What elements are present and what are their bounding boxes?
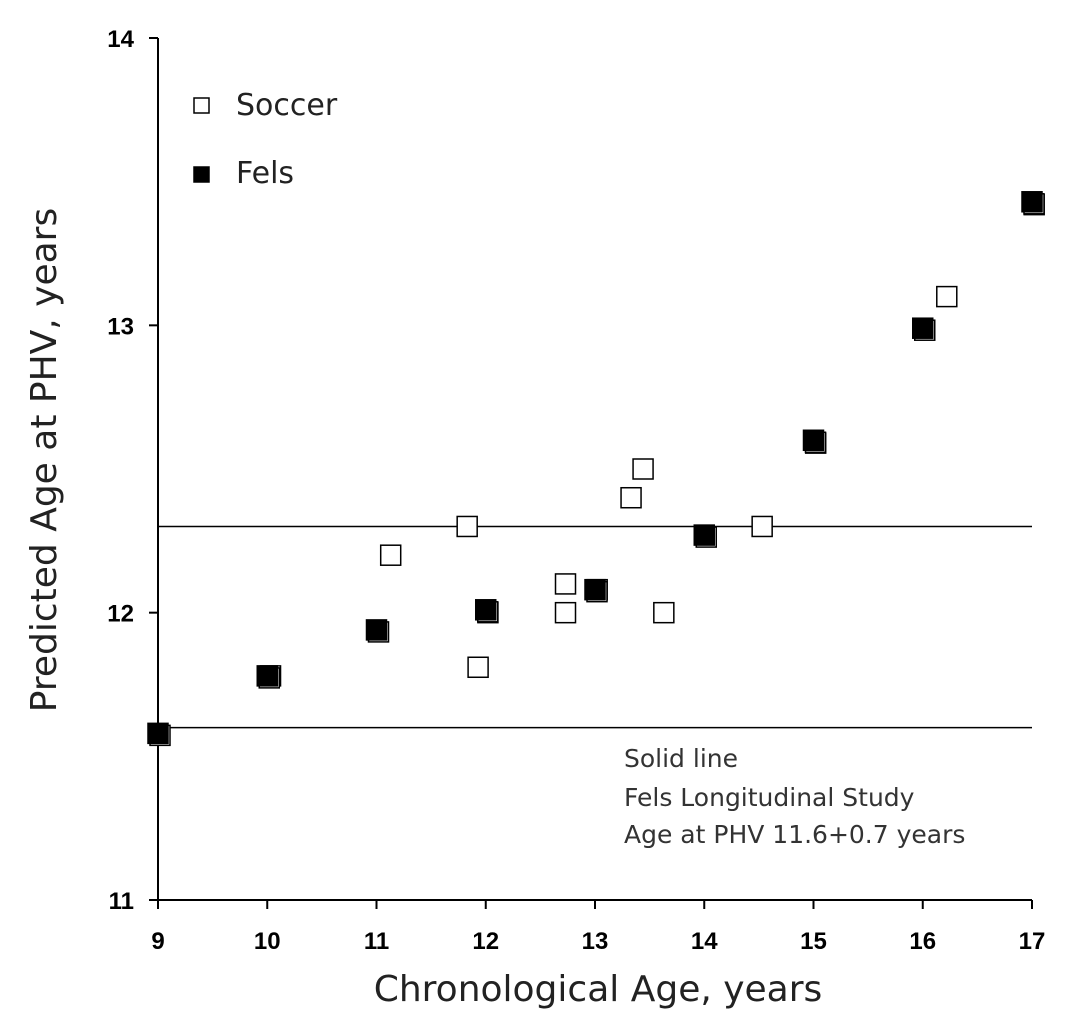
legend-fels-label: Fels: [236, 156, 294, 191]
x-tick-label: 16: [909, 928, 936, 955]
x-tick-label: 11: [364, 928, 389, 955]
soccer-marker: [653, 601, 675, 624]
y-tick-label: 13: [107, 313, 134, 340]
x-tick-label: 10: [254, 928, 281, 955]
legend-soccer-marker: [193, 97, 210, 114]
soccer-marker: [467, 656, 489, 679]
legend: Soccer Fels: [193, 88, 338, 191]
x-tick-label: 14: [691, 928, 718, 955]
soccer-marker: [620, 486, 642, 509]
plot-area: 11 12 13 14 9 10 11 12 13 14 15 16 17: [107, 26, 1045, 955]
x-tick-label: 17: [1019, 928, 1046, 955]
x-tick-label: 9: [151, 928, 164, 955]
annotation-line-1: Solid line: [624, 744, 738, 773]
data-markers: [147, 191, 1045, 747]
x-tick-label: 15: [800, 928, 827, 955]
reference-lines: [158, 525, 1032, 729]
y-axis-title: Predicted Age at PHV, years: [24, 208, 65, 713]
soccer-marker: [379, 544, 402, 566]
x-tick-label: 13: [582, 928, 609, 955]
legend-fels-marker: [193, 166, 210, 183]
fels-marker: [693, 524, 715, 546]
soccer-marker: [554, 573, 577, 595]
y-tick-label: 14: [107, 26, 134, 53]
soccer-marker: [751, 515, 773, 538]
annotation-line-3: Age at PHV 11.6+0.7 years: [624, 820, 965, 849]
y-axis-ticks: 11 12 13 14: [107, 26, 158, 915]
fels-marker: [912, 317, 934, 339]
x-axis-ticks: 9 10 11 12 13 14 15 16 17: [151, 900, 1045, 955]
annotation-line-2: Fels Longitudinal Study: [624, 783, 915, 812]
annotation: Solid line Fels Longitudinal Study Age a…: [624, 744, 965, 849]
fels-marker: [584, 578, 606, 601]
x-axis-title: Chronological Age, years: [374, 969, 823, 1010]
fels-marker: [1021, 191, 1043, 213]
soccer-marker: [456, 515, 478, 538]
x-tick-label: 12: [472, 928, 499, 955]
soccer-marker: [632, 458, 654, 480]
fels-marker: [365, 619, 388, 641]
fels-marker: [256, 665, 278, 687]
soccer-marker: [936, 285, 958, 308]
y-tick-label: 11: [109, 888, 134, 915]
fels-marker: [475, 599, 497, 621]
legend-soccer-label: Soccer: [236, 88, 338, 123]
fels-marker: [802, 429, 825, 452]
soccer-marker: [554, 601, 577, 624]
fels-marker: [147, 722, 169, 745]
y-tick-label: 12: [107, 601, 134, 628]
